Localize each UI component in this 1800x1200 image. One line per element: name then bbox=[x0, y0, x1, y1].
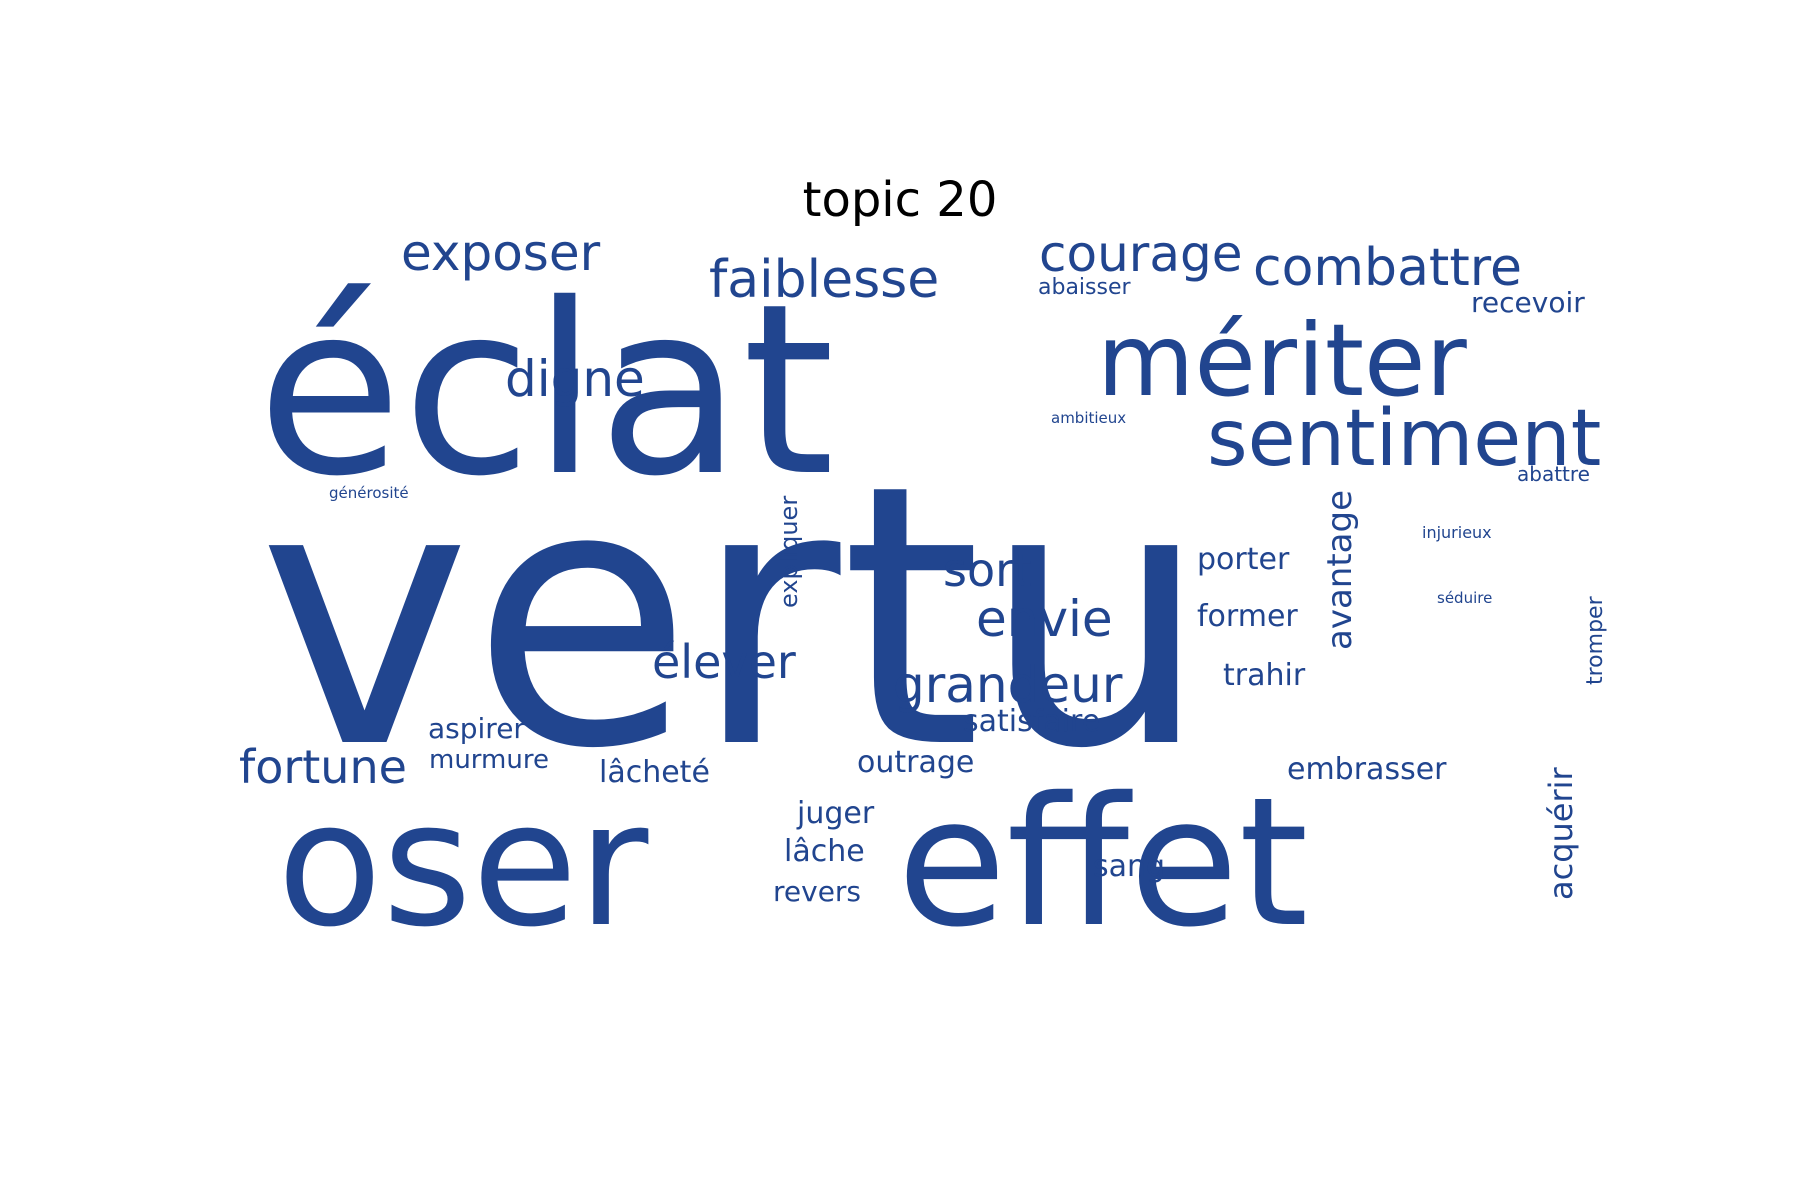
word-exposer: exposer bbox=[401, 224, 601, 282]
word-trahir: trahir bbox=[1223, 658, 1306, 693]
word-satisfaire: satisfaire bbox=[963, 704, 1100, 739]
word-sang: sang bbox=[1093, 849, 1165, 884]
word-tromper: tromper bbox=[1583, 595, 1608, 685]
word-envie: envie bbox=[976, 590, 1113, 648]
word-porter: porter bbox=[1197, 542, 1290, 577]
word-vertu: vertu bbox=[258, 408, 1210, 827]
word-combattre: combattre bbox=[1253, 238, 1522, 298]
word-sort: sort bbox=[943, 543, 1032, 597]
word-digne: digne bbox=[505, 350, 645, 408]
word-grandeur: grandeur bbox=[893, 656, 1123, 714]
word-générosité: générosité bbox=[329, 484, 409, 502]
word-outrage: outrage bbox=[857, 745, 974, 780]
word-abaisser: abaisser bbox=[1038, 275, 1131, 300]
word-acquérir: acquérir bbox=[1542, 766, 1580, 900]
word-séduire: séduire bbox=[1437, 589, 1492, 607]
word-effet: effet bbox=[897, 759, 1308, 966]
word-faiblesse: faiblesse bbox=[709, 250, 939, 310]
word-lâcheté: lâcheté bbox=[599, 755, 710, 790]
word-aspirer: aspirer bbox=[428, 712, 525, 745]
word-injurieux: injurieux bbox=[1422, 523, 1492, 542]
word-avantage: avantage bbox=[1320, 490, 1360, 650]
word-abattre: abattre bbox=[1517, 462, 1590, 486]
word-sentiment: sentiment bbox=[1207, 394, 1601, 484]
word-embrasser: embrasser bbox=[1287, 752, 1447, 787]
word-lâche: lâche bbox=[784, 834, 865, 869]
word-fortune: fortune bbox=[239, 740, 407, 794]
word-recevoir: recevoir bbox=[1471, 286, 1585, 319]
word-revers: revers bbox=[773, 875, 861, 908]
chart-title: topic 20 bbox=[802, 172, 998, 228]
word-juger: juger bbox=[796, 796, 875, 831]
word-former: former bbox=[1197, 599, 1298, 634]
word-éclat: éclat bbox=[257, 253, 835, 528]
word-murmure: murmure bbox=[429, 745, 549, 775]
word-courage: courage bbox=[1039, 225, 1242, 283]
word-ambitieux: ambitieux bbox=[1051, 409, 1126, 427]
word-expliquer: expliquer bbox=[775, 496, 803, 608]
word-mériter: mériter bbox=[1097, 302, 1468, 419]
word-oser: oser bbox=[277, 764, 649, 965]
word-élever: élever bbox=[652, 635, 796, 689]
